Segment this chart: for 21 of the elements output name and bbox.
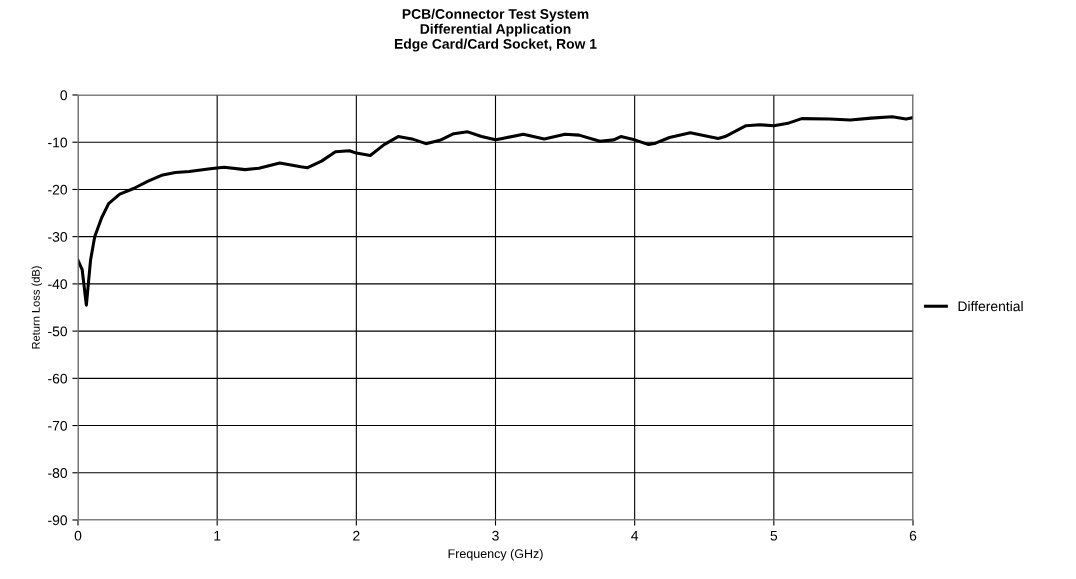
- y-tick-label: -80: [48, 468, 68, 478]
- y-axis-title: Return Loss (dB): [31, 266, 42, 349]
- y-tick-label: -20: [48, 184, 68, 195]
- y-tick-label: -30: [48, 232, 68, 242]
- legend-label: Differential: [958, 301, 1023, 312]
- x-tick-label: 1: [214, 530, 221, 541]
- y-tick-label: -60: [48, 373, 68, 384]
- x-tick-label: 0: [74, 530, 82, 541]
- x-tick-label: 6: [909, 530, 917, 541]
- y-tick-label: -90: [48, 515, 68, 526]
- x-tick-label: 3: [492, 530, 499, 541]
- y-tick-label: -50: [48, 326, 68, 337]
- x-tick-label: 5: [770, 530, 778, 541]
- chart-title: PCB/Connector Test System Differential Application Edge Card/Card Socket, Row 1: [394, 8, 597, 52]
- x-tick-label: 2: [353, 530, 360, 541]
- y-tick-label: -40: [48, 279, 68, 290]
- y-tick-label: -10: [48, 137, 68, 148]
- y-tick-label: 0: [60, 90, 68, 101]
- y-tick-label: -70: [48, 420, 68, 431]
- x-axis-title: Frequency (GHz): [448, 548, 543, 561]
- x-tick-label: 4: [631, 530, 639, 541]
